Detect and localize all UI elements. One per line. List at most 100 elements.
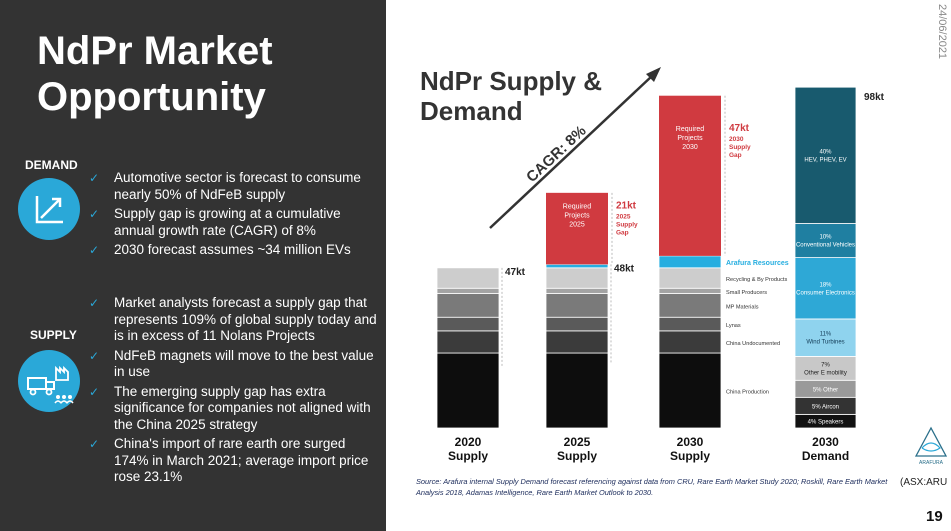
demand-segment-label: 18% — [819, 282, 832, 288]
supply-bullet-text: NdFeB magnets will move to the best valu… — [114, 347, 374, 380]
demand-segment-label: 5% Aircon — [812, 404, 839, 410]
demand-bullet-text: Supply gap is growing at a cumulative an… — [114, 206, 341, 238]
gap-box-label: 2025 — [569, 222, 585, 229]
category-label: 2025 — [564, 435, 591, 449]
supply-gap-segment — [659, 95, 721, 256]
supply-bullet: ✓ NdFeB magnets will move to the best val… — [86, 348, 381, 381]
gap-note-label: Supply — [729, 144, 751, 151]
supply-segment — [436, 267, 500, 289]
gap-box-label: Required — [563, 204, 592, 211]
supply-segment-label: China Undocumented — [726, 341, 780, 347]
supply-segment — [658, 255, 722, 269]
supply-segment — [545, 352, 609, 429]
demand-segment-label: Consumer Electronics — [796, 290, 855, 296]
gap-box-label: Projects — [677, 135, 703, 142]
demand-total-label: 98kt — [864, 92, 885, 103]
check-icon: ✓ — [89, 348, 100, 363]
supply-segment — [658, 267, 722, 289]
demand-segment-label: 40% — [819, 149, 832, 155]
supply-segment — [545, 316, 609, 332]
supply-bullet-text: China's import of rare earth ore surged … — [114, 436, 369, 484]
check-icon: ✓ — [89, 384, 100, 399]
supply-bullet: ✓ Market analysts forecast a supply gap t… — [86, 295, 381, 345]
gap-note-label: 2030 — [729, 136, 744, 143]
demand-bullet-text: Automotive sector is forecast to consume… — [114, 170, 361, 202]
supply-label: SUPPLY — [30, 328, 77, 342]
check-icon: ✓ — [89, 243, 100, 257]
supply-segment — [545, 292, 609, 318]
ticker-text: (ASX:ARU — [900, 477, 948, 488]
supply-segment-label: Small Producers — [726, 290, 767, 296]
demand-segment-label: 5% Other — [813, 387, 838, 393]
supply-segment — [545, 267, 609, 289]
slide-date: 24/06/2021 — [936, 4, 948, 60]
category-label: 2020 — [455, 435, 482, 449]
supply-segment-label: Arafura Resources — [726, 260, 789, 267]
demand-segment-label: Other E mobility — [804, 370, 847, 376]
page-number: 19 — [926, 508, 943, 525]
demand-segment — [794, 86, 857, 224]
demand-segment — [794, 257, 857, 320]
logo-text: ARAFURA — [919, 460, 944, 466]
demand-bullets: ✓ Automotive sector is forecast to consum… — [86, 170, 376, 262]
demand-segment-label: Wind Turbines — [806, 340, 844, 346]
demand-bullet-text: 2030 forecast assumes ~34 million EVs — [114, 242, 351, 257]
arafura-logo-icon: ARAFURA — [914, 426, 948, 466]
supply-segment — [545, 287, 609, 294]
gap-note-label: 2025 — [616, 214, 631, 221]
category-label: 2030 — [812, 435, 839, 449]
supply-segment-label: MP Materials — [726, 304, 759, 310]
demand-segment — [794, 223, 857, 258]
category-label: Supply — [557, 449, 597, 463]
category-label: Demand — [802, 449, 849, 463]
source-note: Source: Arafura internal Supply Demand f… — [416, 477, 888, 497]
supply-bullet: ✓ China's import of rare earth ore surged… — [86, 436, 381, 486]
supply-segment — [436, 352, 500, 429]
demand-label: DEMAND — [25, 158, 78, 172]
gap-box-label: 2030 — [682, 144, 698, 151]
check-icon: ✓ — [89, 207, 100, 221]
gap-note-label: Supply — [616, 222, 638, 229]
check-icon: ✓ — [89, 296, 100, 310]
supply-segment-label: Lynas — [726, 323, 741, 329]
gap-box-label: Required — [676, 126, 705, 133]
supply-segment — [658, 316, 722, 332]
cagr-arrow-line — [489, 75, 653, 229]
growth-chart-icon — [35, 196, 63, 224]
category-label: 2030 — [677, 435, 704, 449]
demand-badge — [18, 178, 80, 240]
check-icon: ✓ — [89, 437, 100, 451]
supply-segment — [545, 330, 609, 354]
supply-segment — [658, 287, 722, 294]
chart-title: Demand — [420, 96, 523, 126]
supply-segment-label: Recycling & By Products — [726, 277, 787, 283]
demand-segment — [794, 318, 857, 357]
supply-segment — [658, 292, 722, 318]
supply-segment — [658, 352, 722, 429]
gap-value-label: 47kt — [729, 123, 750, 134]
demand-segment-label: HEV, PHEV, EV — [804, 157, 846, 163]
category-label: Supply — [448, 449, 488, 463]
supply-segment — [436, 287, 500, 294]
supply-chain-icon — [27, 365, 74, 404]
bar-total-label: 47kt — [505, 267, 526, 278]
gap-note-label: Gap — [729, 152, 742, 159]
gap-note-label: Gap — [616, 230, 629, 237]
supply-bullet-text: The emerging supply gap has extra signif… — [114, 383, 371, 432]
supply-bullets: ✓ Market analysts forecast a supply gap t… — [86, 295, 381, 489]
supply-bullet: ✓ The emerging supply gap has extra signi… — [86, 384, 381, 434]
supply-segment — [658, 330, 722, 354]
cagr-arrow-head — [646, 67, 661, 82]
chart-title: NdPr Supply & — [420, 66, 602, 96]
demand-bullet: ✓ 2030 forecast assumes ~34 million EVs — [86, 242, 376, 259]
demand-segment-label: Conventional Vehicles — [796, 243, 855, 249]
bar-total-label: 48kt — [614, 263, 635, 274]
demand-segment-label: 11% — [820, 332, 832, 338]
demand-bullet: ✓ Automotive sector is forecast to consum… — [86, 170, 376, 203]
supply-segment — [436, 316, 500, 332]
gap-box-label: Projects — [564, 213, 590, 220]
category-label: Supply — [670, 449, 710, 463]
supply-segment — [436, 330, 500, 354]
demand-segment-label: 7% — [821, 362, 830, 368]
